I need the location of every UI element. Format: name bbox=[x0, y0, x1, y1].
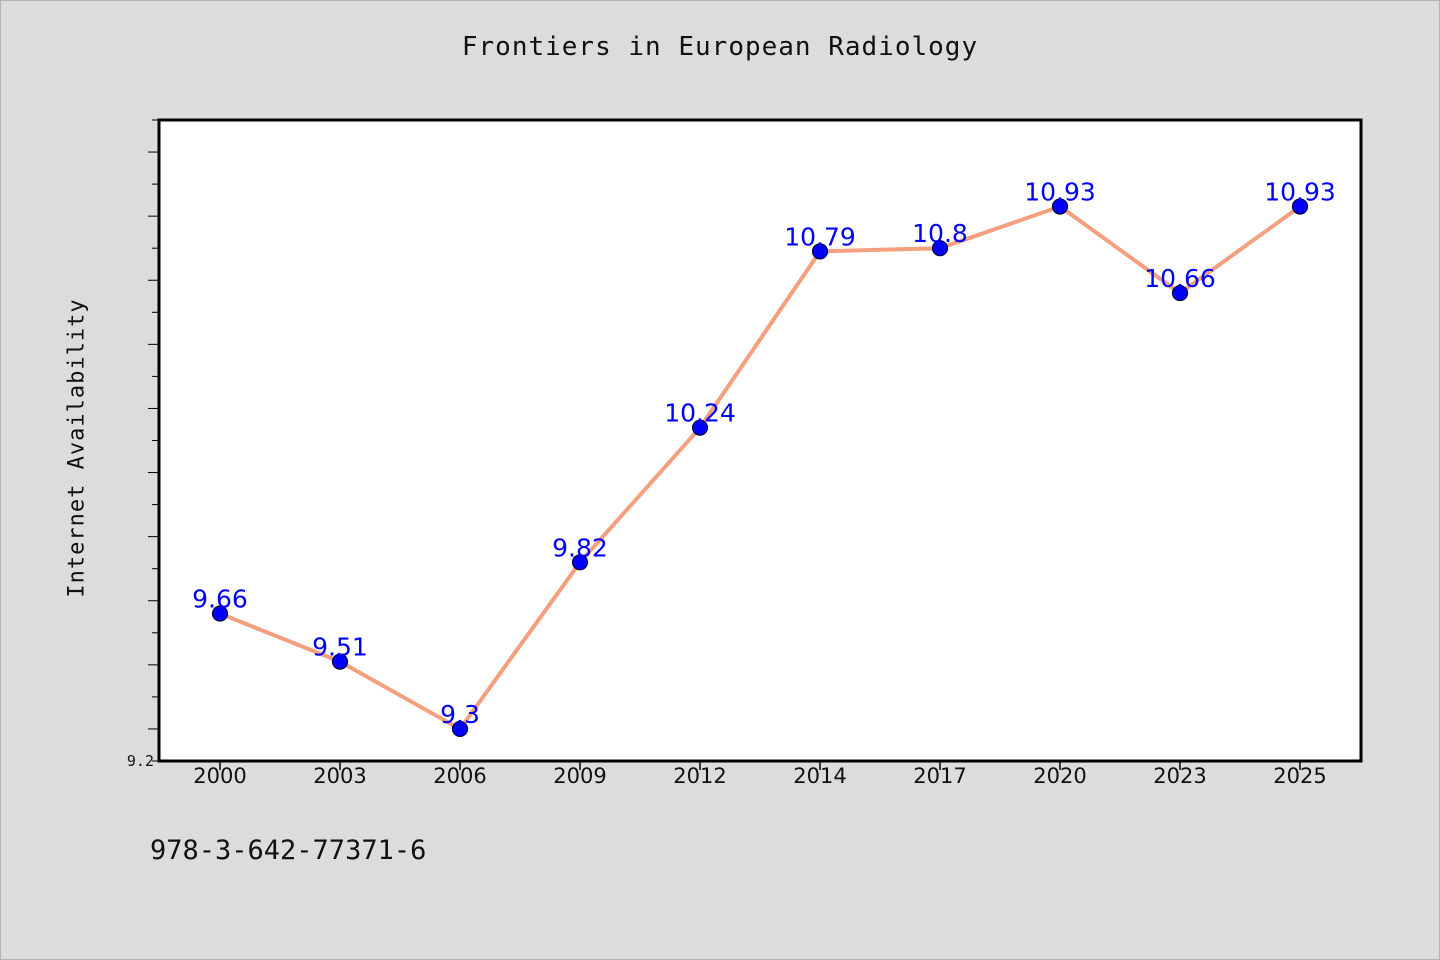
x-tick-label: 2003 bbox=[313, 764, 366, 788]
series-group bbox=[211, 198, 1309, 738]
data-label: 10.66 bbox=[1144, 264, 1216, 293]
x-tick-label: 2023 bbox=[1153, 764, 1206, 788]
x-tick-label: 2025 bbox=[1273, 764, 1326, 788]
data-point bbox=[211, 605, 229, 622]
data-point bbox=[811, 243, 829, 260]
data-label: 9.66 bbox=[192, 585, 248, 614]
x-tick-label: 2000 bbox=[193, 764, 246, 788]
data-point bbox=[931, 240, 949, 257]
data-label: 10.79 bbox=[784, 222, 856, 251]
data-label: 10.24 bbox=[664, 399, 736, 428]
data-label: 9.3 bbox=[440, 700, 480, 729]
axis-ticks: 9.2 2000 2003 2006 2009 2012 2014 2017 2020 2023 2… bbox=[127, 119, 1327, 788]
chart-title: Frontiers in European Radiology bbox=[461, 32, 979, 62]
plot-area bbox=[157, 118, 1363, 763]
x-tick-label: 2020 bbox=[1033, 764, 1086, 788]
data-point bbox=[1171, 284, 1189, 302]
x-tick-label: 2014 bbox=[793, 764, 846, 788]
data-labels-group: 9.66 9.51 9.3 9.82 10.24 10.79 10.8 10.93 10.66 1… bbox=[192, 178, 1336, 729]
data-label: 10.93 bbox=[1264, 178, 1336, 207]
x-tick-label: 2012 bbox=[673, 764, 726, 788]
data-point bbox=[571, 554, 589, 571]
data-point bbox=[1051, 198, 1069, 215]
data-point bbox=[331, 653, 349, 670]
data-label: 10.8 bbox=[912, 219, 968, 248]
data-label: 9.51 bbox=[312, 633, 368, 662]
series-line bbox=[218, 204, 1302, 731]
x-tick-label: 2017 bbox=[913, 764, 966, 788]
y-tick-label: 9.2 bbox=[127, 752, 154, 770]
data-label: 9.82 bbox=[552, 533, 608, 562]
x-tick-label: 2009 bbox=[553, 764, 606, 788]
data-point bbox=[451, 720, 469, 738]
data-label: 10.93 bbox=[1024, 178, 1096, 207]
isbn-footnote: 978-3-642-77371-6 bbox=[150, 835, 427, 866]
data-point bbox=[691, 419, 709, 436]
x-tick-label: 2006 bbox=[433, 764, 486, 788]
data-point bbox=[1291, 198, 1309, 215]
